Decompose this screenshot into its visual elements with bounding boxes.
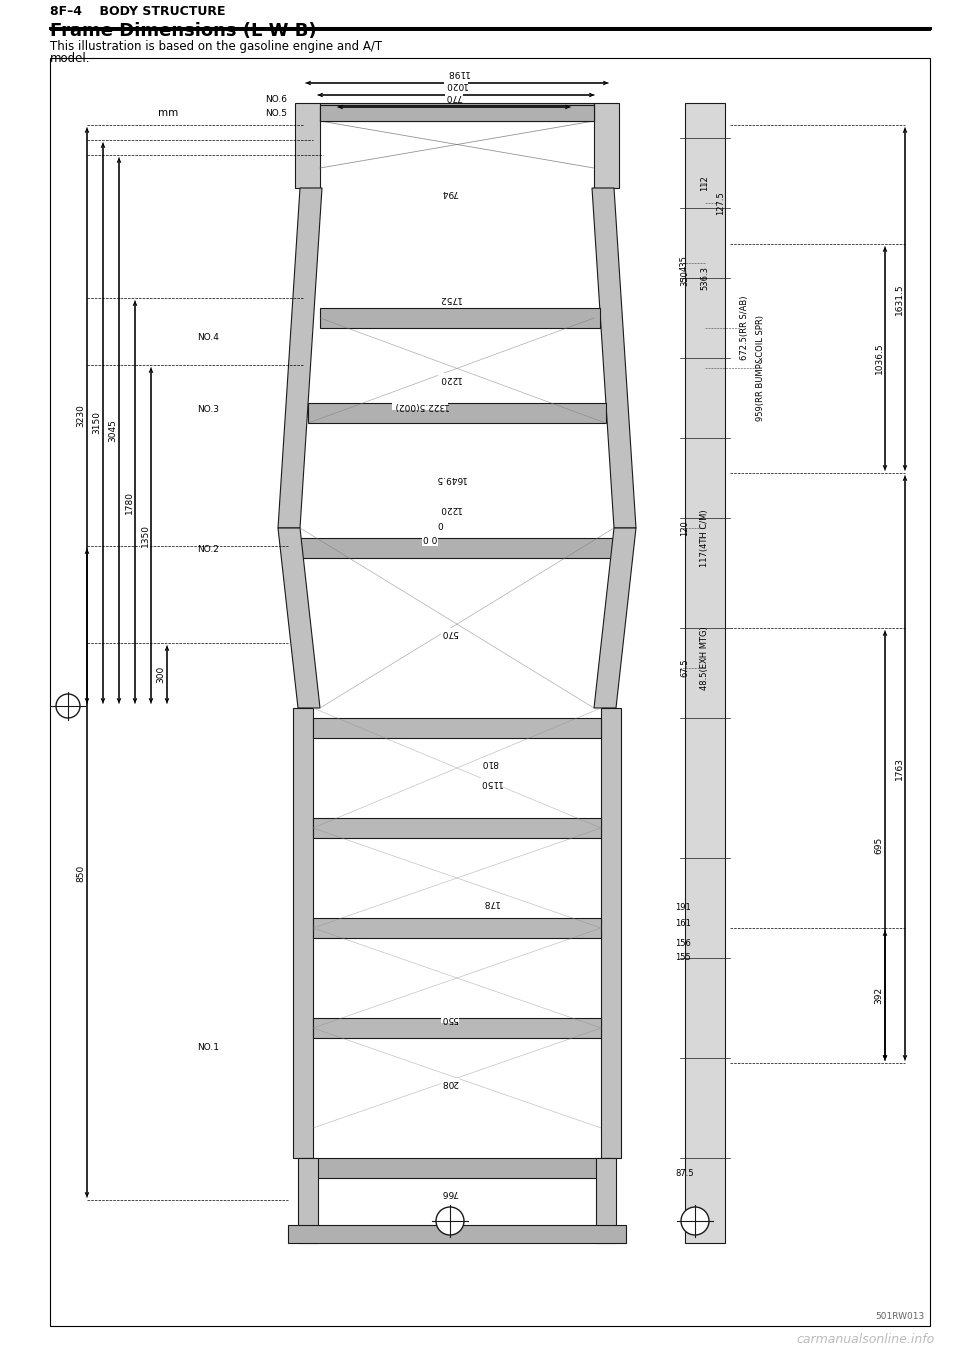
Text: 87.5: 87.5 [675, 1168, 694, 1177]
FancyBboxPatch shape [593, 103, 619, 189]
Text: NO.3: NO.3 [197, 406, 219, 414]
Text: 1780: 1780 [125, 490, 133, 513]
Text: 695: 695 [875, 837, 883, 854]
Text: model.: model. [50, 52, 90, 65]
FancyBboxPatch shape [295, 103, 321, 189]
Text: This illustration is based on the gasoline engine and A/T: This illustration is based on the gasoli… [50, 39, 382, 53]
Text: 208: 208 [442, 1078, 459, 1088]
Bar [303, 1158, 611, 1177]
Text: NO.5: NO.5 [265, 109, 287, 118]
Bar [293, 708, 313, 1158]
Text: 1036.5: 1036.5 [875, 342, 883, 375]
Text: NO.4: NO.4 [197, 334, 219, 342]
Text: 1150: 1150 [478, 778, 501, 788]
Text: NO.2: NO.2 [197, 546, 219, 554]
Text: 8F–4    BODY STRUCTURE: 8F–4 BODY STRUCTURE [50, 5, 226, 18]
Text: 1350: 1350 [140, 524, 150, 547]
Text: Frame Dimensions (L W B): Frame Dimensions (L W B) [50, 22, 317, 39]
Text: NO.1: NO.1 [197, 1043, 219, 1052]
Text: 766: 766 [442, 1188, 459, 1198]
Text: 191: 191 [675, 903, 691, 913]
Text: 48.5(EXH MTG): 48.5(EXH MTG) [700, 626, 709, 690]
Text: 178: 178 [481, 899, 498, 907]
Text: 1631.5: 1631.5 [895, 284, 903, 315]
Text: 3230: 3230 [77, 405, 85, 426]
Text: 550: 550 [442, 1013, 459, 1023]
Text: 392: 392 [875, 987, 883, 1004]
Bar [320, 308, 600, 329]
Text: carmanualsonline.info: carmanualsonline.info [797, 1334, 935, 1346]
Text: 570: 570 [442, 629, 459, 637]
Text: 161: 161 [675, 918, 691, 928]
Bar [298, 1158, 318, 1243]
Polygon shape [278, 187, 322, 528]
Text: 0 0: 0 0 [422, 536, 437, 546]
Text: 3150: 3150 [92, 411, 102, 435]
Text: 794: 794 [442, 189, 459, 197]
Text: mm: mm [158, 109, 179, 118]
Text: 1322.5(002): 1322.5(002) [393, 401, 447, 410]
Bar [685, 103, 725, 1243]
Bar [320, 105, 594, 121]
Text: 127.5: 127.5 [716, 191, 725, 215]
Polygon shape [594, 528, 636, 708]
Text: 536.3: 536.3 [700, 266, 709, 291]
Polygon shape [278, 528, 320, 708]
Text: 850: 850 [77, 865, 85, 881]
Text: 959(RR BUMP&COIL SPR): 959(RR BUMP&COIL SPR) [756, 315, 765, 421]
Text: 112: 112 [700, 175, 709, 191]
Bar [313, 718, 601, 737]
Text: 0: 0 [437, 523, 443, 532]
Text: 117(4TH C/M): 117(4TH C/M) [700, 509, 709, 566]
Text: 155: 155 [675, 953, 691, 963]
Text: NO.6: NO.6 [265, 95, 287, 105]
Text: 435: 435 [680, 255, 689, 272]
Text: 810: 810 [481, 759, 498, 767]
Text: 1220: 1220 [439, 504, 462, 512]
Text: 350: 350 [680, 270, 689, 287]
Bar [308, 403, 606, 422]
Text: 1198: 1198 [445, 68, 468, 77]
Text: 1763: 1763 [895, 756, 903, 779]
Polygon shape [592, 187, 636, 528]
Circle shape [56, 694, 80, 718]
Text: 1020: 1020 [444, 80, 468, 90]
Text: 770: 770 [445, 92, 463, 100]
Bar [299, 538, 615, 558]
Text: 1649.5: 1649.5 [434, 474, 466, 482]
Text: 156: 156 [675, 938, 691, 948]
Text: 300: 300 [156, 665, 165, 683]
Text: 120: 120 [680, 520, 689, 536]
Circle shape [681, 1207, 709, 1234]
Bar [288, 1225, 626, 1243]
Bar [313, 1018, 601, 1038]
Text: 1220: 1220 [439, 373, 462, 383]
Text: 1752: 1752 [439, 293, 462, 303]
Text: 67.5: 67.5 [680, 659, 689, 678]
Bar [596, 1158, 616, 1243]
Bar [320, 103, 594, 121]
Circle shape [436, 1207, 464, 1234]
Text: B: B [447, 1219, 452, 1226]
Bar [601, 708, 621, 1158]
Bar [313, 918, 601, 938]
Text: 880: 880 [442, 1214, 459, 1222]
Text: 3045: 3045 [108, 420, 117, 441]
Text: 672.5(RR S/AB): 672.5(RR S/AB) [740, 296, 749, 360]
Bar [313, 818, 601, 838]
Text: 501RW013: 501RW013 [876, 1312, 925, 1321]
